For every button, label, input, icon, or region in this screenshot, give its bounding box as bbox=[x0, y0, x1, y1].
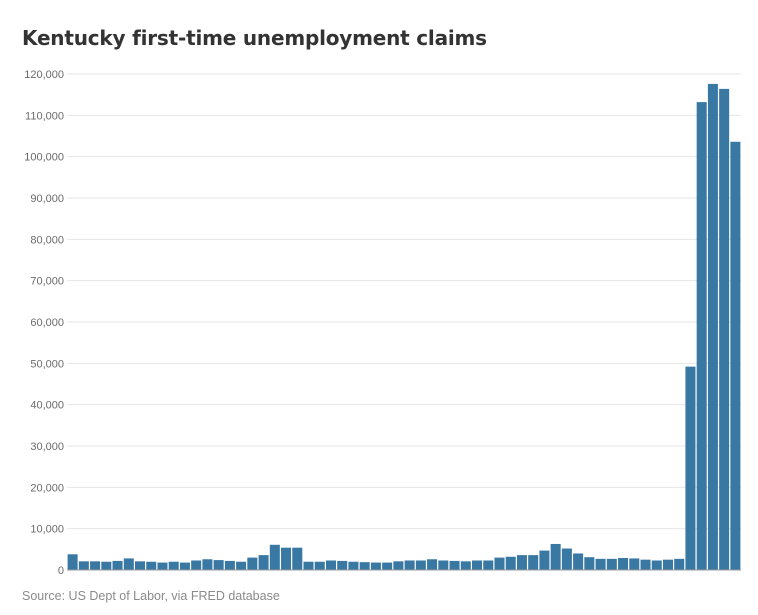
y-tick-label: 0 bbox=[58, 565, 64, 577]
y-tick-label: 20,000 bbox=[30, 482, 64, 494]
bar bbox=[640, 559, 651, 570]
bar bbox=[314, 561, 325, 570]
bar bbox=[528, 555, 539, 570]
bar bbox=[427, 559, 438, 570]
bar bbox=[584, 557, 595, 570]
bar bbox=[561, 548, 572, 570]
y-tick-label: 40,000 bbox=[30, 400, 64, 412]
bar bbox=[539, 550, 550, 570]
bar bbox=[157, 562, 168, 570]
bar bbox=[449, 560, 460, 570]
bar bbox=[573, 553, 584, 570]
bar bbox=[382, 562, 393, 570]
bar bbox=[719, 88, 730, 570]
bar bbox=[269, 544, 280, 570]
bar bbox=[146, 561, 157, 570]
bar bbox=[606, 558, 617, 570]
bar bbox=[494, 557, 505, 570]
bar bbox=[685, 366, 696, 570]
bar bbox=[348, 561, 359, 570]
y-tick-label: 90,000 bbox=[30, 193, 64, 205]
bar bbox=[404, 560, 415, 570]
bar bbox=[281, 547, 292, 570]
bar bbox=[123, 558, 134, 570]
y-tick-label: 10,000 bbox=[30, 524, 64, 536]
bar bbox=[707, 83, 718, 571]
bar bbox=[393, 561, 404, 570]
bar bbox=[202, 559, 213, 570]
bar bbox=[438, 560, 449, 570]
bar bbox=[168, 561, 179, 570]
source-note: Source: US Dept of Labor, via FRED datab… bbox=[22, 589, 280, 603]
y-tick-label: 80,000 bbox=[30, 234, 64, 246]
y-tick-label: 30,000 bbox=[30, 441, 64, 453]
bar bbox=[236, 561, 247, 570]
bar bbox=[674, 558, 685, 570]
bar bbox=[730, 141, 741, 571]
y-tick-label: 110,000 bbox=[25, 110, 64, 122]
bar bbox=[629, 558, 640, 570]
bar bbox=[112, 560, 123, 570]
y-tick-label: 60,000 bbox=[30, 317, 64, 329]
bar bbox=[595, 558, 606, 570]
bar bbox=[224, 560, 235, 570]
bar bbox=[258, 555, 269, 570]
bar bbox=[696, 102, 707, 571]
y-tick-label: 50,000 bbox=[30, 358, 64, 370]
bar bbox=[325, 560, 336, 570]
bar bbox=[651, 560, 662, 570]
bar bbox=[213, 560, 224, 570]
bar bbox=[90, 561, 101, 570]
bar bbox=[247, 557, 258, 570]
bar bbox=[101, 561, 112, 570]
bar bbox=[370, 562, 381, 570]
bar bbox=[179, 562, 190, 570]
bar bbox=[460, 561, 471, 570]
bar bbox=[303, 561, 314, 570]
bar bbox=[483, 560, 494, 570]
y-tick-label: 70,000 bbox=[30, 276, 64, 288]
bar bbox=[78, 561, 89, 570]
bar bbox=[359, 562, 370, 570]
bar bbox=[550, 543, 561, 570]
y-tick-label: 120,000 bbox=[24, 69, 64, 81]
y-tick-label: 100,000 bbox=[24, 152, 64, 164]
bar bbox=[191, 560, 202, 570]
bar bbox=[505, 556, 516, 570]
bar bbox=[472, 560, 483, 570]
bar bbox=[662, 559, 673, 570]
bar bbox=[292, 547, 303, 570]
bar bbox=[516, 555, 527, 570]
bar bbox=[415, 560, 426, 570]
bar bbox=[337, 560, 348, 570]
chart-title: Kentucky first-time unemployment claims bbox=[22, 26, 487, 50]
bar bbox=[135, 561, 146, 570]
bar bbox=[67, 554, 78, 570]
bar bbox=[618, 558, 629, 570]
